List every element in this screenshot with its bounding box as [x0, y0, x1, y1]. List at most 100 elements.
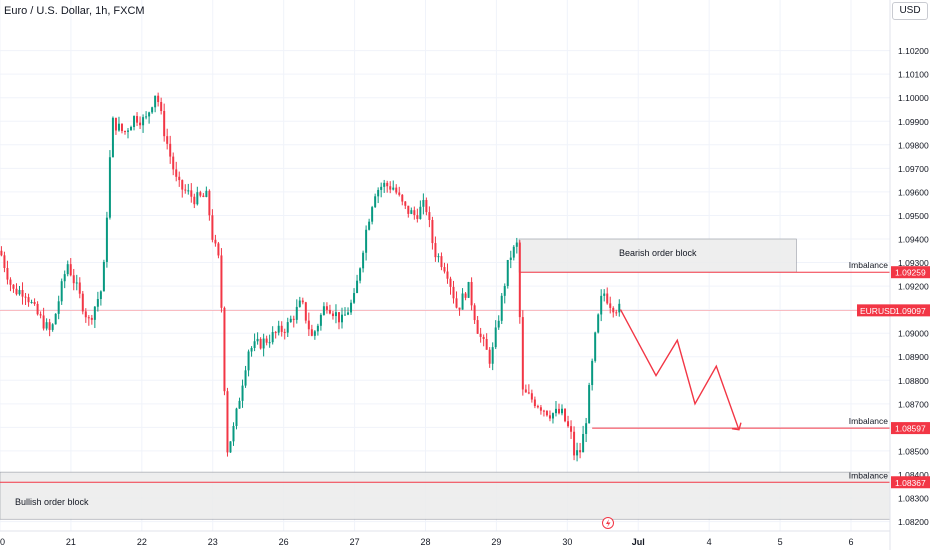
- candle-body: [199, 192, 202, 196]
- candle-body: [123, 131, 126, 133]
- imbalance-label: Imbalance: [849, 470, 888, 480]
- candle-body: [160, 102, 163, 111]
- y-tick-label: 1.10000: [898, 93, 929, 103]
- candle-body: [298, 300, 301, 307]
- candle-body: [368, 221, 371, 230]
- candle-body: [461, 293, 464, 310]
- candle-body: [259, 338, 262, 349]
- x-tick-label: 27: [350, 537, 360, 547]
- candles: [0, 92, 621, 462]
- x-tick-label: 29: [491, 537, 501, 547]
- candle-body: [178, 176, 181, 181]
- symbol-tag: [857, 304, 891, 317]
- candle-body: [187, 190, 190, 192]
- x-tick-label: 6: [848, 537, 853, 547]
- candle-body: [365, 229, 368, 253]
- y-tick-label: 1.09300: [898, 258, 929, 268]
- candle-body: [268, 342, 271, 344]
- candle-body: [527, 392, 530, 394]
- candle-body: [446, 271, 449, 279]
- candle-body: [169, 143, 172, 157]
- x-tick-label: 28: [420, 537, 430, 547]
- candle-body: [66, 264, 69, 275]
- candle-body: [301, 300, 304, 303]
- candle-body: [606, 293, 609, 304]
- y-tick-label: 1.08400: [898, 470, 929, 480]
- y-tick-label: 1.09200: [898, 282, 929, 292]
- candle-body: [494, 327, 497, 348]
- zone-label: Bearish order block: [619, 248, 697, 258]
- candle-body: [304, 302, 307, 321]
- candle-body: [452, 286, 455, 299]
- candle-body: [24, 296, 27, 298]
- candle-body: [316, 325, 319, 332]
- candle-body: [356, 280, 359, 294]
- candle-body: [190, 190, 193, 197]
- candle-body: [350, 302, 353, 313]
- candle-body: [524, 389, 527, 393]
- candle-body: [30, 302, 33, 304]
- y-tick-label: 1.10200: [898, 46, 929, 56]
- currency-button[interactable]: USD: [892, 2, 928, 20]
- y-tick-label: 1.08300: [898, 494, 929, 504]
- candle-body: [428, 212, 431, 221]
- candle-body: [325, 306, 328, 310]
- candle-body: [500, 295, 503, 321]
- candle-body: [585, 423, 588, 434]
- candle-body: [533, 399, 536, 407]
- candle-body: [3, 255, 6, 268]
- candle-body: [250, 347, 253, 352]
- candle-body: [413, 210, 416, 216]
- candle-body: [344, 314, 347, 316]
- candle-body: [108, 157, 111, 218]
- candle-body: [567, 421, 570, 427]
- candle-body: [557, 408, 560, 414]
- candle-body: [561, 408, 564, 414]
- candle-body: [359, 268, 362, 281]
- candle-body: [202, 195, 205, 197]
- projection-path: [619, 309, 742, 431]
- candle-body: [491, 347, 494, 364]
- y-tick-label: 1.09400: [898, 235, 929, 245]
- candle-body: [362, 252, 365, 269]
- imbalance-label: Imbalance: [849, 416, 888, 426]
- candle-body: [609, 303, 612, 308]
- candle-body: [416, 215, 419, 219]
- price-tag: [891, 422, 930, 435]
- candle-body: [238, 400, 241, 409]
- candle-body: [340, 314, 343, 323]
- candle-body: [241, 385, 244, 401]
- candle-body: [214, 239, 217, 244]
- lightning-icon-glyph: [606, 519, 611, 528]
- candle-body: [205, 190, 208, 197]
- candle-body: [509, 257, 512, 260]
- projection-path: [619, 309, 740, 430]
- candle-body: [78, 282, 81, 294]
- y-tick-label: 1.08800: [898, 376, 929, 386]
- x-tick-label: Jul: [632, 537, 645, 547]
- candle-body: [208, 190, 211, 216]
- candle-body: [313, 331, 316, 336]
- x-tick-label: 23: [208, 537, 218, 547]
- candle-body: [87, 317, 90, 319]
- candle-body: [247, 351, 250, 371]
- candle-body: [579, 450, 582, 453]
- candle-body: [530, 393, 533, 400]
- candle-body: [181, 180, 184, 190]
- x-tick-label: 26: [279, 537, 289, 547]
- candle-body: [262, 338, 265, 349]
- candle-body: [485, 339, 488, 350]
- symbol-tag-label: EURUSD: [860, 306, 896, 316]
- y-tick-label: 1.09600: [898, 187, 929, 197]
- candle-body: [576, 450, 579, 456]
- candle-body: [102, 261, 105, 292]
- y-tick-label: 1.09900: [898, 117, 929, 127]
- y-tick-label: 1.09800: [898, 140, 929, 150]
- candle-body: [440, 256, 443, 268]
- candle-body: [410, 210, 413, 214]
- candle-body: [383, 182, 386, 187]
- candle-body: [51, 324, 54, 330]
- candle-body: [163, 110, 166, 137]
- candle-body: [497, 320, 500, 328]
